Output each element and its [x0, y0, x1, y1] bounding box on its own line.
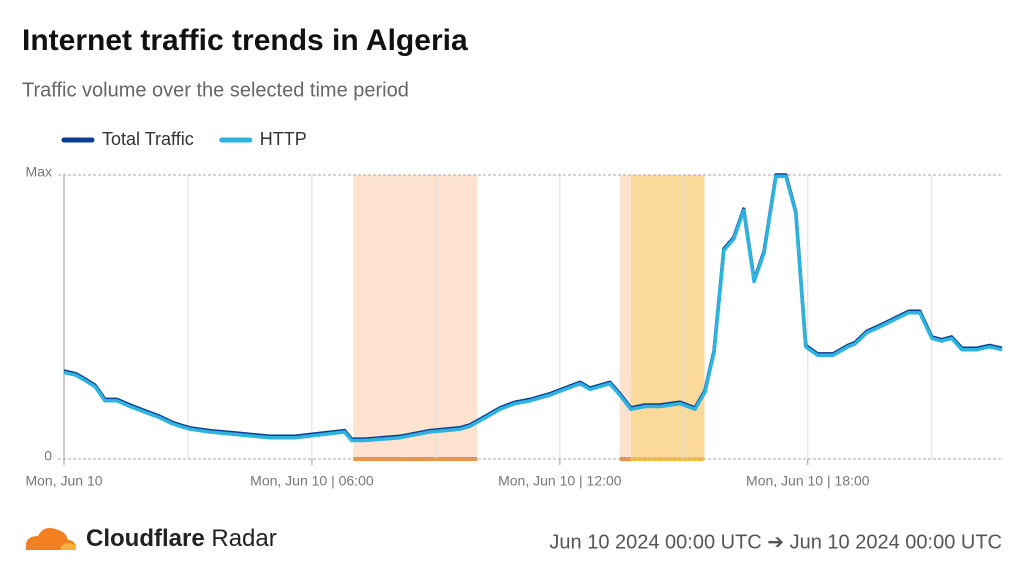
product-name: Radar — [211, 525, 276, 552]
logo — [25, 528, 76, 550]
shaded-range — [353, 175, 478, 459]
shaded-range — [619, 175, 631, 459]
legend: Total Traffic HTTP — [61, 129, 307, 149]
shaded-range — [630, 175, 705, 459]
chart-subtitle: Traffic volume over the selected time pe… — [22, 79, 409, 101]
plot-area: Mon, Jun 10 Mon, Jun 10 | 06:00 Mon, Jun 1… — [25, 164, 1003, 489]
brand-name: Cloudflare — [86, 525, 205, 552]
x-tick-label: Mon, Jun 10 | 06:00 — [250, 473, 374, 489]
chart-title: Internet traffic trends in Algeria — [22, 24, 468, 57]
series-line — [63, 174, 1003, 443]
x-tick-label: Mon, Jun 10 | 18:00 — [746, 473, 870, 489]
x-tick-label: Mon, Jun 10 | 12:00 — [498, 473, 622, 489]
x-tick-label: Mon, Jun 10 — [25, 473, 102, 489]
brand: Cloudflare Radar — [86, 525, 277, 552]
logo-cloud-small — [60, 542, 76, 550]
y-tick-label: Max — [26, 164, 52, 180]
y-tick-label: 0 — [44, 448, 52, 464]
legend-label: HTTP — [260, 129, 307, 149]
date-range: Jun 10 2024 00:00 UTC ➔ Jun 10 2024 00:0… — [549, 531, 1002, 553]
legend-label: Total Traffic — [102, 129, 194, 149]
